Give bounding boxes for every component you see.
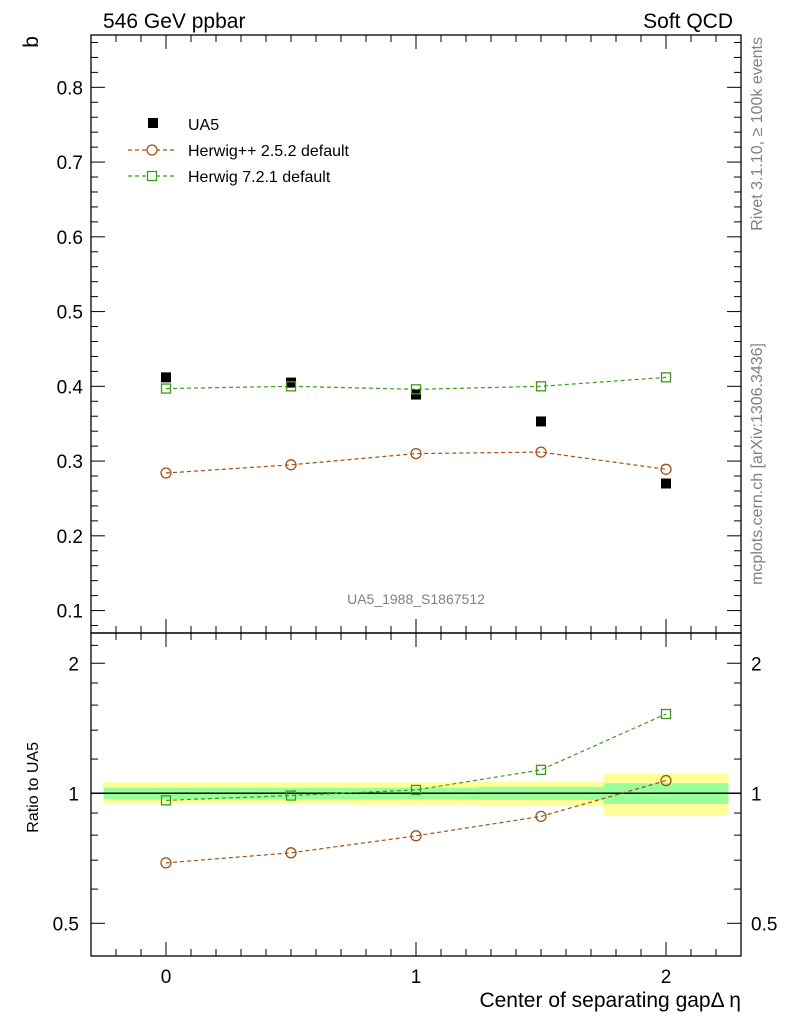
main-plot-series <box>160 372 672 489</box>
legend-herwig7-marker <box>146 170 158 182</box>
legend-herwig7-label: Herwig 7.2.1 default <box>188 169 331 186</box>
ratio-y-tick-label-left: 0.5 <box>53 914 79 935</box>
x-tick-label: 0 <box>161 967 172 988</box>
ua5-data-point <box>536 416 546 427</box>
legend-herwigpp-marker <box>146 144 158 156</box>
ratio-herwig7-point <box>535 764 547 775</box>
herwig7-point <box>535 381 547 392</box>
ratio-herwigpp-point <box>410 830 422 842</box>
legend: UA5 Herwig++ 2.5.2 default Herwig 7.2.1 … <box>128 117 350 186</box>
ua5-data-point <box>286 377 296 388</box>
ratio-y-tick-label-right: 2 <box>751 654 762 675</box>
main-y-tick-label: 0.8 <box>57 78 83 99</box>
main-y-tick-label: 0.5 <box>57 303 83 324</box>
ratio-y-tick-label-left: 1 <box>68 784 79 805</box>
herwigpp-point <box>410 447 422 460</box>
axes: 0.1 0.2 0.3 0.4 0.5 0.6 0.7 0.8 0 1 2 0.5 0.5 1 1 2 2 <box>53 34 777 988</box>
x-axis-label: Center of separating gapΔ η <box>479 989 741 1012</box>
ratio-herwig7-point <box>160 795 172 806</box>
rivet-version-text: Rivet 3.1.10, ≥ 100k events <box>749 37 766 231</box>
herwig7-point <box>410 384 422 395</box>
ua5-data-point <box>411 389 421 400</box>
main-y-axis-label: b <box>20 36 43 48</box>
ratio-herwig7-point <box>410 784 422 796</box>
ratio-herwigpp-point <box>535 810 547 823</box>
ratio-herwigpp-point <box>285 847 297 859</box>
ratio-herwigpp-line <box>165 780 667 864</box>
ratio-herwig7-point <box>285 790 297 801</box>
ua5-data-point <box>661 478 671 489</box>
ratio-herwig7-point <box>660 708 672 720</box>
legend-herwigpp-label: Herwig++ 2.5.2 default <box>188 143 350 160</box>
legend-ua5-marker <box>148 118 158 128</box>
herwig7-line <box>165 376 667 390</box>
ua5-data-point <box>161 372 171 383</box>
legend-ua5-label: UA5 <box>188 117 219 134</box>
ratio-herwigpp-point <box>160 857 172 869</box>
ratio-y-tick-label-left: 2 <box>68 654 79 675</box>
main-y-tick-label: 0.2 <box>57 527 83 548</box>
ratio-herwig7-line <box>165 713 667 801</box>
x-tick-label: 2 <box>661 967 672 988</box>
ratio-y-tick-label-right: 1 <box>751 784 762 805</box>
ratio-y-axis-label: Ratio to UA5 <box>25 742 42 833</box>
main-y-tick-label: 0.3 <box>57 452 83 473</box>
header-right-title: Soft QCD <box>643 10 733 33</box>
herwigpp-point <box>660 463 672 475</box>
header-left-title: 546 GeV ppbar <box>103 10 245 33</box>
herwigpp-point <box>160 467 172 479</box>
ratio-y-tick-label-right: 0.5 <box>751 914 777 935</box>
main-y-tick-label: 0.6 <box>57 228 83 249</box>
ratio-plot-series <box>160 708 672 869</box>
main-y-tick-label: 0.7 <box>57 153 83 174</box>
mcplots-reference-text: mcplots.cern.ch [arXiv:1306.3436] <box>749 343 766 585</box>
herwig7-point <box>285 381 297 392</box>
herwigpp-point <box>535 446 547 458</box>
main-y-tick-label: 0.1 <box>57 602 83 623</box>
herwig7-point <box>660 372 672 383</box>
herwigpp-point <box>285 459 297 471</box>
analysis-id-watermark: UA5_1988_S1867512 <box>347 591 485 607</box>
ratio-herwigpp-point <box>660 774 672 787</box>
x-tick-label: 1 <box>411 967 422 988</box>
herwig7-point <box>160 383 172 394</box>
main-y-tick-label: 0.4 <box>57 377 84 398</box>
